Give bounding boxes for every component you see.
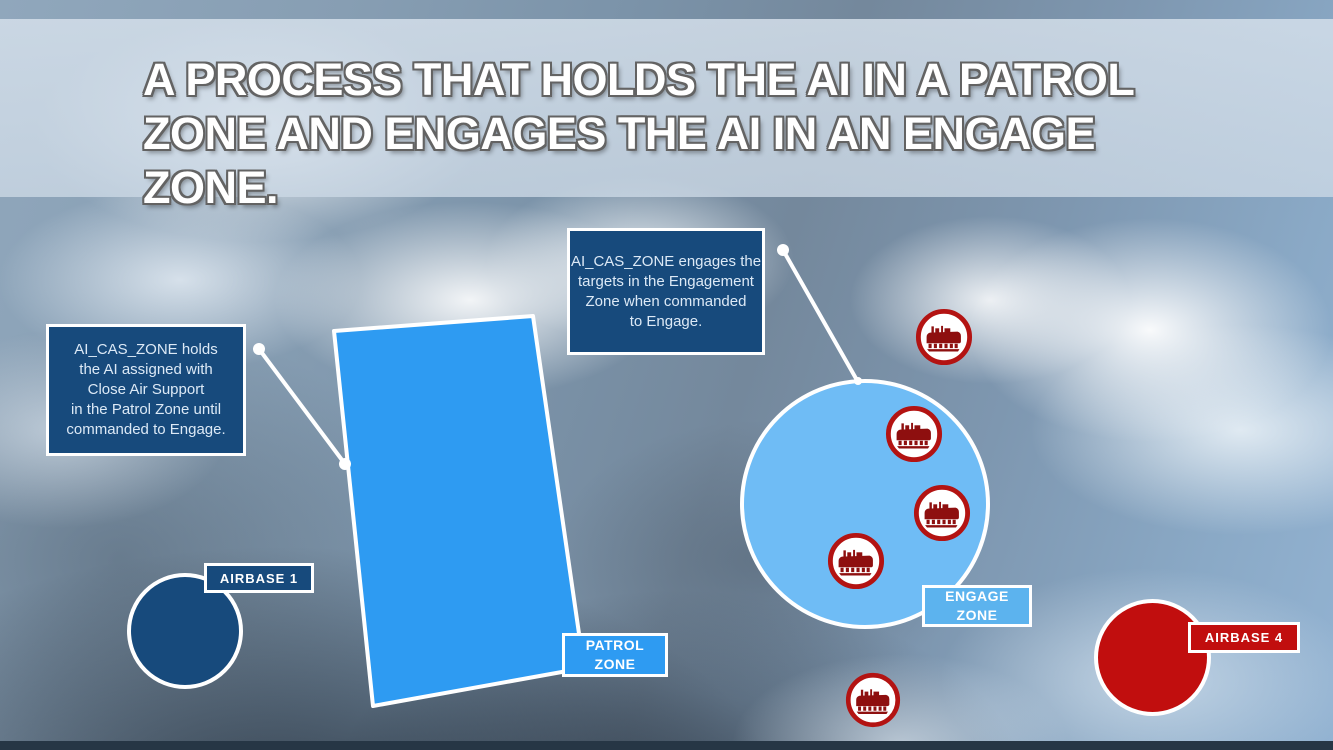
engage-zone-label: ENGAGE ZONE bbox=[922, 585, 1032, 627]
target-tank-icon bbox=[913, 484, 971, 542]
target-tank-icon bbox=[845, 672, 901, 728]
target-tank-icon bbox=[885, 405, 943, 463]
airbase4-shape bbox=[1094, 599, 1211, 716]
target-tank-icon bbox=[827, 532, 885, 590]
target-tank-icon bbox=[915, 308, 973, 366]
airbase4-label: AIRBASE 4 bbox=[1188, 622, 1300, 653]
patrol-zone-shape bbox=[332, 314, 586, 708]
engage-zone-callout: AI_CAS_ZONE engages the targets in the E… bbox=[567, 228, 765, 355]
title-band: A PROCESS THAT HOLDS THE AI IN A PATROL … bbox=[0, 19, 1333, 213]
footer-bar bbox=[0, 741, 1333, 750]
patrol-zone-callout: AI_CAS_ZONE holds the AI assigned with C… bbox=[46, 324, 246, 456]
slide-title: A PROCESS THAT HOLDS THE AI IN A PATROL … bbox=[143, 54, 1135, 213]
patrol-zone-label: PATROL ZONE bbox=[562, 633, 668, 677]
airbase1-label: AIRBASE 1 bbox=[204, 563, 314, 593]
